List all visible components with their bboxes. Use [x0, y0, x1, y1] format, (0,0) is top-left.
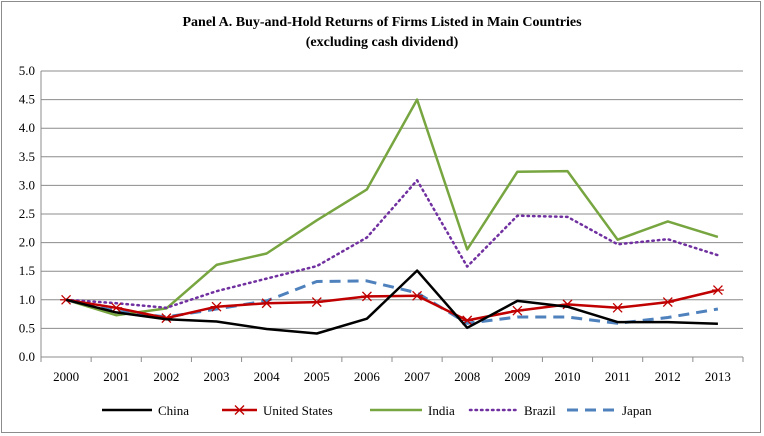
x-tick-label: 2001	[103, 369, 129, 384]
x-tick-label: 2000	[53, 369, 79, 384]
y-tick-label: 0.0	[19, 349, 35, 364]
y-tick-label: 2.0	[19, 235, 35, 250]
data-point-marker	[360, 291, 373, 302]
x-tick-label: 2002	[153, 369, 179, 384]
legend-label: Brazil	[524, 403, 556, 418]
chart-subtitle: (excluding cash dividend)	[306, 35, 459, 50]
legend-item: United States	[222, 403, 333, 418]
legend-item: India	[370, 403, 455, 418]
y-tick-label: 0.5	[19, 320, 35, 335]
x-tick-label: 2005	[304, 369, 330, 384]
data-point-marker	[260, 298, 273, 309]
x-tick-label: 2008	[454, 369, 480, 384]
y-tick-label: 5.0	[19, 63, 35, 78]
legend-marker	[233, 405, 246, 415]
legend-item: China	[102, 403, 189, 418]
legend-label: Japan	[622, 403, 652, 418]
x-tick-label: 2011	[605, 369, 631, 384]
chart-title: Panel A. Buy-and-Hold Returns of Firms L…	[182, 15, 582, 30]
x-tick-label: 2012	[655, 369, 681, 384]
legend-item: Brazil	[468, 403, 556, 418]
x-tick-label: 2013	[705, 369, 731, 384]
data-point-marker	[711, 285, 724, 296]
y-axis-ticks: 0.0 0.5 1.0 1.5 2.0 2.5 3.0 3.5 4.0 4.5 5.0	[19, 63, 35, 364]
y-tick-label: 1.0	[19, 292, 35, 307]
data-point-marker	[411, 290, 424, 301]
x-tick-label: 2004	[254, 369, 281, 384]
x-axis-ticks: 2000 2001 2002 2003 2004 2005 2006 2007 2008 2009…	[53, 369, 731, 384]
data-point-marker	[210, 301, 223, 312]
series-line-india	[65, 98, 719, 317]
data-point-marker	[611, 302, 624, 313]
series-lines	[60, 98, 724, 335]
y-tick-label: 4.0	[19, 120, 35, 135]
x-tick-label: 2006	[354, 369, 381, 384]
legend-label: India	[428, 403, 455, 418]
legend-item: Japan	[567, 403, 652, 418]
legend-label: United States	[263, 403, 333, 418]
data-point-marker	[661, 297, 674, 308]
legend-label: China	[158, 403, 189, 418]
data-point-marker	[511, 305, 524, 316]
y-tick-label: 3.5	[19, 149, 35, 164]
axes	[40, 71, 744, 362]
y-tick-label: 1.5	[19, 263, 35, 278]
y-tick-label: 2.5	[19, 206, 35, 221]
y-tick-label: 4.5	[19, 92, 35, 107]
series-line-china	[65, 269, 718, 335]
y-tick-label: 3.0	[19, 177, 35, 192]
x-tick-label: 2009	[504, 369, 530, 384]
legend: China United States India Brazil Japan	[102, 403, 652, 418]
gridlines	[41, 70, 743, 329]
x-tick-label: 2010	[555, 369, 581, 384]
x-tick-label: 2007	[404, 369, 431, 384]
series-line-brazil	[64, 179, 720, 310]
x-tick-label: 2003	[204, 369, 230, 384]
data-point-marker	[310, 297, 323, 308]
